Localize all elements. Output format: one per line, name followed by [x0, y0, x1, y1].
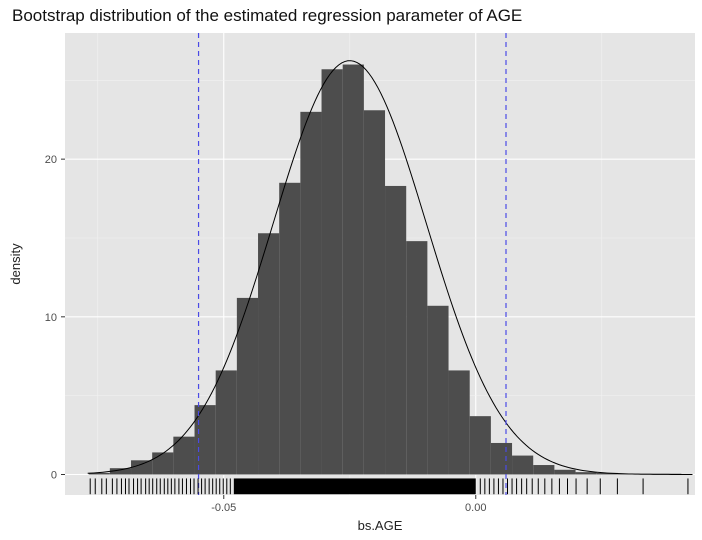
axes: -0.05 0.00 0 10 20 [45, 154, 487, 514]
histogram-bar [490, 442, 513, 475]
histogram-bar [131, 460, 153, 475]
y-tick-label: 0 [51, 470, 57, 482]
histogram-bar [194, 405, 216, 475]
histogram-bar [152, 452, 174, 475]
histogram-bar [258, 233, 280, 475]
histogram-bar [406, 241, 428, 475]
histogram-bar [279, 182, 301, 475]
histogram-bar [596, 472, 618, 475]
histogram-bar [173, 436, 195, 475]
histogram-bar [385, 185, 407, 475]
density-curve [87, 60, 693, 475]
histogram-bar [469, 416, 491, 475]
histogram-bar [300, 111, 322, 475]
histogram-bar [554, 469, 576, 475]
histogram-bar [533, 465, 555, 475]
rug-marks [89, 478, 689, 495]
histogram-bar [109, 468, 132, 475]
y-tick-label: 20 [45, 154, 57, 166]
histogram-bars [88, 64, 682, 475]
histogram-bar [363, 110, 386, 475]
rug-dense-band [233, 478, 476, 495]
histogram-bar [215, 370, 237, 475]
y-axis-title: density [8, 243, 23, 285]
histogram-bar [448, 370, 470, 475]
x-axis-title: bs.AGE [358, 518, 403, 533]
histogram-bar [236, 297, 259, 475]
histogram-bar [427, 305, 449, 475]
histogram-bar [575, 472, 597, 475]
y-tick-label: 10 [45, 312, 57, 324]
reference-lines [197, 33, 507, 495]
histogram-bar [512, 455, 534, 475]
histogram-bar [342, 64, 364, 475]
histogram-bar [88, 472, 110, 475]
x-tick-label: 0.00 [465, 502, 486, 514]
histogram-bar [321, 69, 343, 475]
x-tick-label: -0.05 [211, 502, 236, 514]
chart-title: Bootstrap distribution of the estimated … [12, 6, 523, 25]
